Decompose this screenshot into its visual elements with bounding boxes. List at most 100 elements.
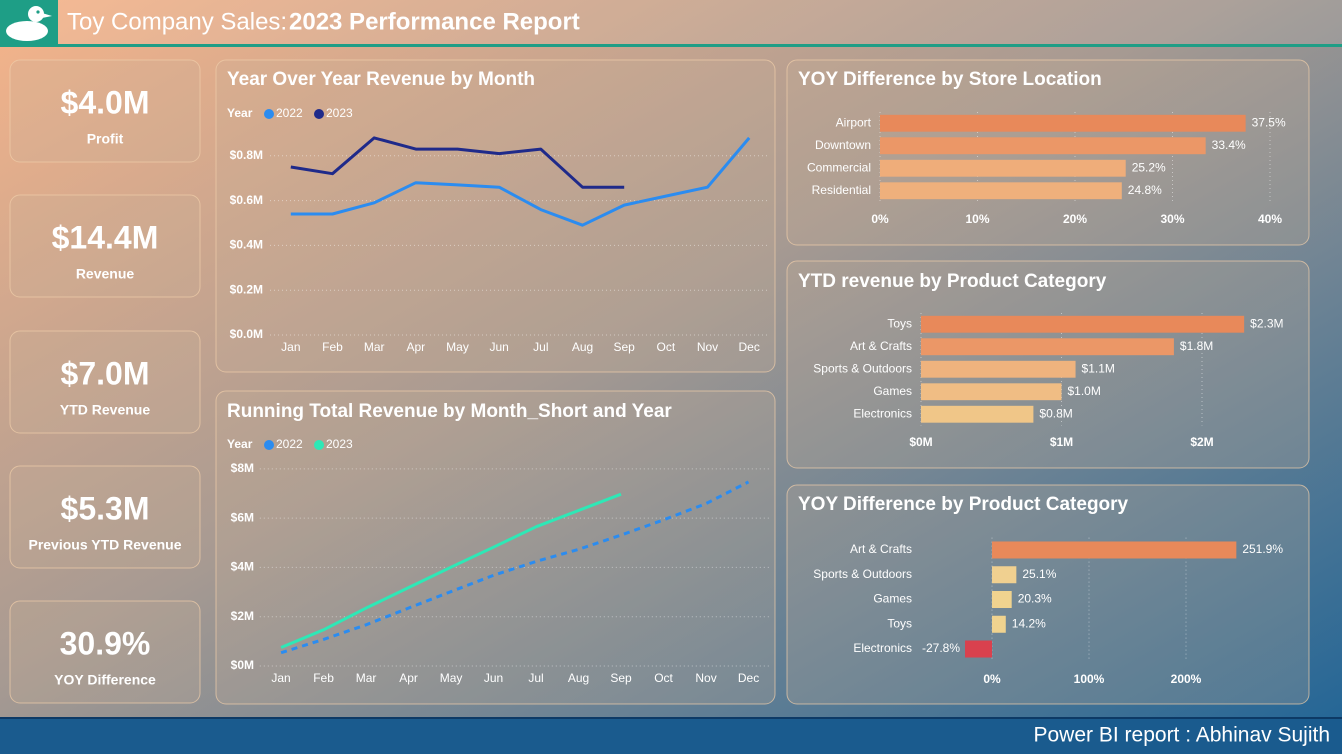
header-rule [0,44,1342,47]
category-label: Residential [812,183,871,197]
x-tick-label: $2M [1190,435,1213,449]
chart-title: YOY Difference by Store Location [798,69,1102,90]
chart-title: Year Over Year Revenue by Month [227,69,535,90]
y-tick-label: $0.8M [230,148,263,162]
category-label: Downtown [815,138,871,152]
footer-bar [0,717,1342,754]
line [280,492,622,649]
chart-title: YOY Difference by Product Category [798,494,1129,515]
x-tick-label: 40% [1258,212,1282,226]
bar [992,541,1237,559]
legend-label: 2022 [276,106,303,120]
footer-text: Power BI report : Abhinav Sujith [1034,724,1331,747]
value-label: 20.3% [1018,592,1052,606]
bar [880,182,1122,200]
x-tick-label: Aug [568,671,589,685]
value-label: 33.4% [1212,138,1246,152]
category-label: Electronics [853,406,912,420]
kpi-label: Previous YTD Revenue [28,537,181,553]
x-tick-label: Jul [528,671,543,685]
bar [880,114,1246,132]
category-label: Games [873,384,912,398]
y-tick-label: $4M [231,560,254,574]
legend-title: Year [227,437,253,451]
y-tick-label: $0.2M [230,282,263,296]
legend-swatch [314,109,324,119]
x-tick-label: May [446,340,469,354]
chart-title: Running Total Revenue by Month_Short and… [227,401,672,422]
bar [921,405,1034,423]
x-tick-label: 30% [1160,212,1184,226]
category-label: Commercial [807,160,871,174]
panel [215,59,776,373]
line [290,136,751,227]
x-tick-label: $1M [1050,435,1073,449]
legend-swatch [314,440,324,450]
kpi-label: Revenue [76,266,135,282]
category-label: Toys [887,316,912,330]
y-tick-label: $8M [231,461,254,475]
legend-label: 2023 [326,106,353,120]
bar [880,159,1126,177]
kpi-card [9,59,201,163]
line [290,136,625,189]
bar [921,338,1174,356]
x-tick-label: Sep [610,671,632,685]
y-tick-label: $0.4M [230,238,263,252]
category-label: Art & Crafts [850,339,912,353]
bar [880,137,1206,155]
x-tick-label: Apr [399,671,418,685]
y-tick-label: $0.0M [230,327,263,341]
category-label: Art & Crafts [850,542,912,556]
x-tick-label: Feb [313,671,334,685]
value-label: $2.3M [1250,316,1283,330]
bar [992,615,1006,633]
category-label: Sports & Outdoors [813,361,912,375]
header-title: 2023 Performance Report [289,8,580,35]
value-label: $0.8M [1039,406,1072,420]
category-label: Sports & Outdoors [813,567,912,581]
bar [965,640,992,658]
x-tick-label: Jun [489,340,508,354]
x-tick-label: Jul [533,340,548,354]
x-tick-label: Jan [271,671,290,685]
line [280,480,750,655]
legend-swatch [264,440,274,450]
x-tick-label: 20% [1063,212,1087,226]
duck-logo [6,6,52,41]
kpi-card [9,465,201,569]
x-tick-label: 100% [1074,672,1105,686]
y-tick-label: $0M [231,658,254,672]
kpi-value: 30.9% [60,625,151,661]
footer-rule [0,717,1342,719]
category-label: Electronics [853,641,912,655]
value-label: $1.0M [1068,384,1101,398]
value-label: 14.2% [1012,616,1046,630]
bar [921,383,1062,401]
value-label: $1.1M [1082,361,1115,375]
legend-title: Year [227,106,253,120]
kpi-label: YOY Difference [54,672,156,688]
category-label: Games [873,592,912,606]
kpi-value: $14.4M [52,219,159,255]
bar [992,566,1017,584]
kpi-value: $5.3M [61,490,150,526]
x-tick-label: $0M [909,435,932,449]
x-tick-label: Oct [656,340,675,354]
x-tick-label: Mar [356,671,377,685]
value-label: $1.8M [1180,339,1213,353]
x-tick-label: Sep [613,340,635,354]
x-tick-label: Jan [281,340,300,354]
kpi-card [9,330,201,434]
kpi-value: $4.0M [61,84,150,120]
kpi-value: $7.0M [61,355,150,391]
category-label: Airport [836,115,872,129]
legend-label: 2023 [326,437,353,451]
x-tick-label: 0% [871,212,889,226]
header-bar [0,0,1342,45]
category-label: Toys [887,616,912,630]
x-tick-label: 0% [983,672,1001,686]
x-tick-label: Apr [406,340,425,354]
